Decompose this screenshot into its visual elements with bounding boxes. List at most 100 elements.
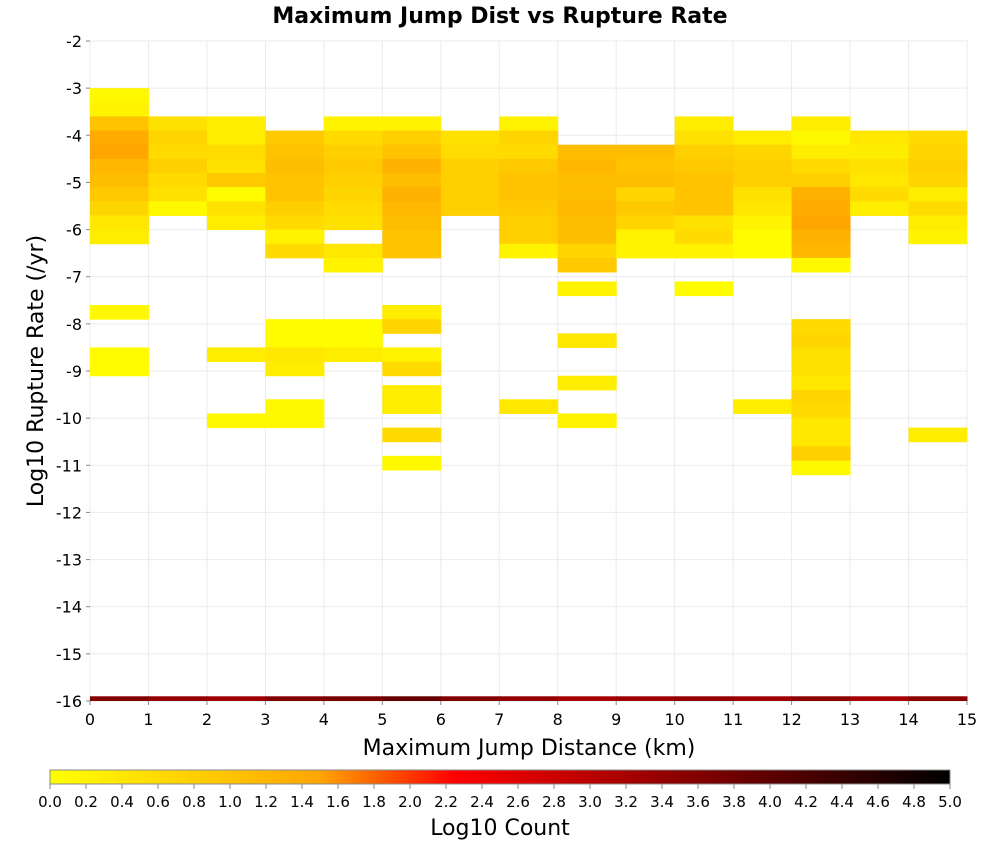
heatmap-cell bbox=[733, 144, 793, 160]
heatmap-cell bbox=[323, 347, 383, 363]
colorbar-tick-label: 2.2 bbox=[434, 793, 458, 811]
heatmap-cell bbox=[440, 201, 500, 216]
heatmap-cell bbox=[265, 187, 325, 202]
x-tick-label: 10 bbox=[664, 710, 684, 729]
heatmap-cell bbox=[90, 347, 149, 363]
heatmap-cell bbox=[791, 361, 851, 377]
heatmap-cell bbox=[616, 215, 676, 231]
heatmap-cell bbox=[206, 130, 266, 146]
heatmap-cell bbox=[674, 116, 734, 132]
heatmap-cell bbox=[265, 130, 325, 146]
heatmap-cell bbox=[206, 413, 266, 429]
x-tick-label: 12 bbox=[781, 710, 801, 729]
colorbar-tick-label: 0.8 bbox=[182, 793, 206, 811]
heatmap-cell-bottom bbox=[206, 696, 266, 701]
heatmap-cell bbox=[791, 201, 851, 216]
heatmap-cell bbox=[791, 229, 851, 245]
heatmap-cell bbox=[265, 361, 325, 377]
y-tick-label: -12 bbox=[56, 503, 82, 522]
heatmap-cell bbox=[557, 229, 617, 245]
heatmap-cell bbox=[206, 215, 266, 231]
colorbar-ticks: 0.0 0.2 0.4 0.6 0.8 1.0 1.2 1.4 1.6 1.8 2.0 2.2 2.4 2… bbox=[38, 784, 962, 811]
heatmap-cell bbox=[440, 187, 500, 202]
heatmap-cell bbox=[733, 201, 793, 216]
heatmap-cell bbox=[557, 413, 617, 429]
heatmap-cell bbox=[499, 229, 559, 245]
heatmap-cell bbox=[382, 361, 442, 377]
heatmap-cell bbox=[733, 229, 793, 245]
heatmap-cell bbox=[265, 229, 325, 245]
heatmap-cell bbox=[90, 201, 149, 216]
heatmap-cell bbox=[557, 281, 617, 297]
colorbar-tick-label: 2.0 bbox=[398, 793, 422, 811]
heatmap-cell-bottom bbox=[148, 696, 208, 701]
heatmap-cell-bottom bbox=[850, 696, 910, 701]
heatmap-cell-bottom bbox=[908, 696, 968, 701]
heatmap-cell bbox=[850, 144, 910, 160]
heatmap-cell bbox=[499, 173, 559, 188]
x-tick-label: 14 bbox=[898, 710, 918, 729]
heatmap-cell bbox=[440, 158, 500, 174]
heatmap-cell bbox=[90, 130, 149, 146]
heatmap-cell bbox=[557, 187, 617, 202]
heatmap-cell bbox=[791, 347, 851, 363]
heatmap-cell-bottom bbox=[265, 696, 325, 701]
heatmap-cell bbox=[265, 201, 325, 216]
heatmap-cell bbox=[616, 158, 676, 174]
heatmap-cell bbox=[850, 130, 910, 146]
colorbar-tick-label: 4.6 bbox=[866, 793, 890, 811]
x-tick-label: 8 bbox=[553, 710, 563, 729]
heatmap-cell bbox=[323, 187, 383, 202]
colorbar-tick-label: 1.0 bbox=[218, 793, 242, 811]
y-tick-label: -10 bbox=[56, 409, 82, 428]
heatmap-cell bbox=[265, 243, 325, 259]
colorbar-tick-label: 0.2 bbox=[74, 793, 98, 811]
heatmap-cell bbox=[499, 144, 559, 160]
heatmap-cell-bottom bbox=[382, 696, 442, 701]
heatmap-cell bbox=[323, 158, 383, 174]
colorbar-tick-label: 3.2 bbox=[614, 793, 638, 811]
heatmap-cell bbox=[90, 229, 149, 245]
heatmap-cell bbox=[616, 243, 676, 259]
heatmap-cell bbox=[791, 319, 851, 334]
heatmap-cell bbox=[90, 158, 149, 174]
heatmap-cell bbox=[206, 116, 266, 132]
heatmap-cell-bottom bbox=[557, 696, 617, 701]
heatmap-cell bbox=[265, 347, 325, 363]
heatmap-cell bbox=[908, 173, 968, 188]
heatmap-cell bbox=[90, 215, 149, 231]
colorbar-tick-label: 1.2 bbox=[254, 793, 278, 811]
heatmap-cell bbox=[791, 130, 851, 146]
heatmap-cell bbox=[382, 158, 442, 174]
heatmap-cell bbox=[499, 399, 559, 414]
y-tick-label: -7 bbox=[66, 268, 82, 287]
heatmap-cell bbox=[908, 158, 968, 174]
heatmap-cell bbox=[908, 130, 968, 146]
heatmap-cell bbox=[557, 375, 617, 391]
heatmap-cell bbox=[791, 215, 851, 231]
heatmap-cell bbox=[908, 187, 968, 202]
heatmap-cell-bottom bbox=[733, 696, 793, 701]
y-tick-label: -13 bbox=[56, 551, 82, 570]
heatmap-cell bbox=[499, 130, 559, 146]
y-axis-ticks: -2 -3 -4 -5 -6 -7 -8 -9 -10 -11 -12 -13 -14 -15 -16 bbox=[56, 32, 90, 711]
heatmap-cell bbox=[440, 130, 500, 146]
colorbar-tick-label: 0.6 bbox=[146, 793, 170, 811]
colorbar bbox=[49, 769, 951, 785]
heatmap-cell bbox=[733, 399, 793, 414]
y-tick-label: -4 bbox=[66, 126, 82, 145]
x-tick-label: 2 bbox=[202, 710, 212, 729]
heatmap-cell bbox=[733, 187, 793, 202]
heatmap-cell bbox=[90, 144, 149, 160]
heatmap-cell bbox=[382, 427, 442, 443]
heatmap-cell bbox=[148, 187, 208, 202]
heatmap-cell bbox=[674, 281, 734, 297]
heatmap-cell-bottom bbox=[616, 696, 676, 701]
heatmap-cell bbox=[674, 215, 734, 231]
heatmap-cell bbox=[382, 144, 442, 160]
heatmap-cell bbox=[499, 187, 559, 202]
x-tick-label: 7 bbox=[494, 710, 504, 729]
heatmap-cell bbox=[791, 173, 851, 188]
heatmap-cell bbox=[733, 243, 793, 259]
colorbar-tick-label: 3.0 bbox=[578, 793, 602, 811]
